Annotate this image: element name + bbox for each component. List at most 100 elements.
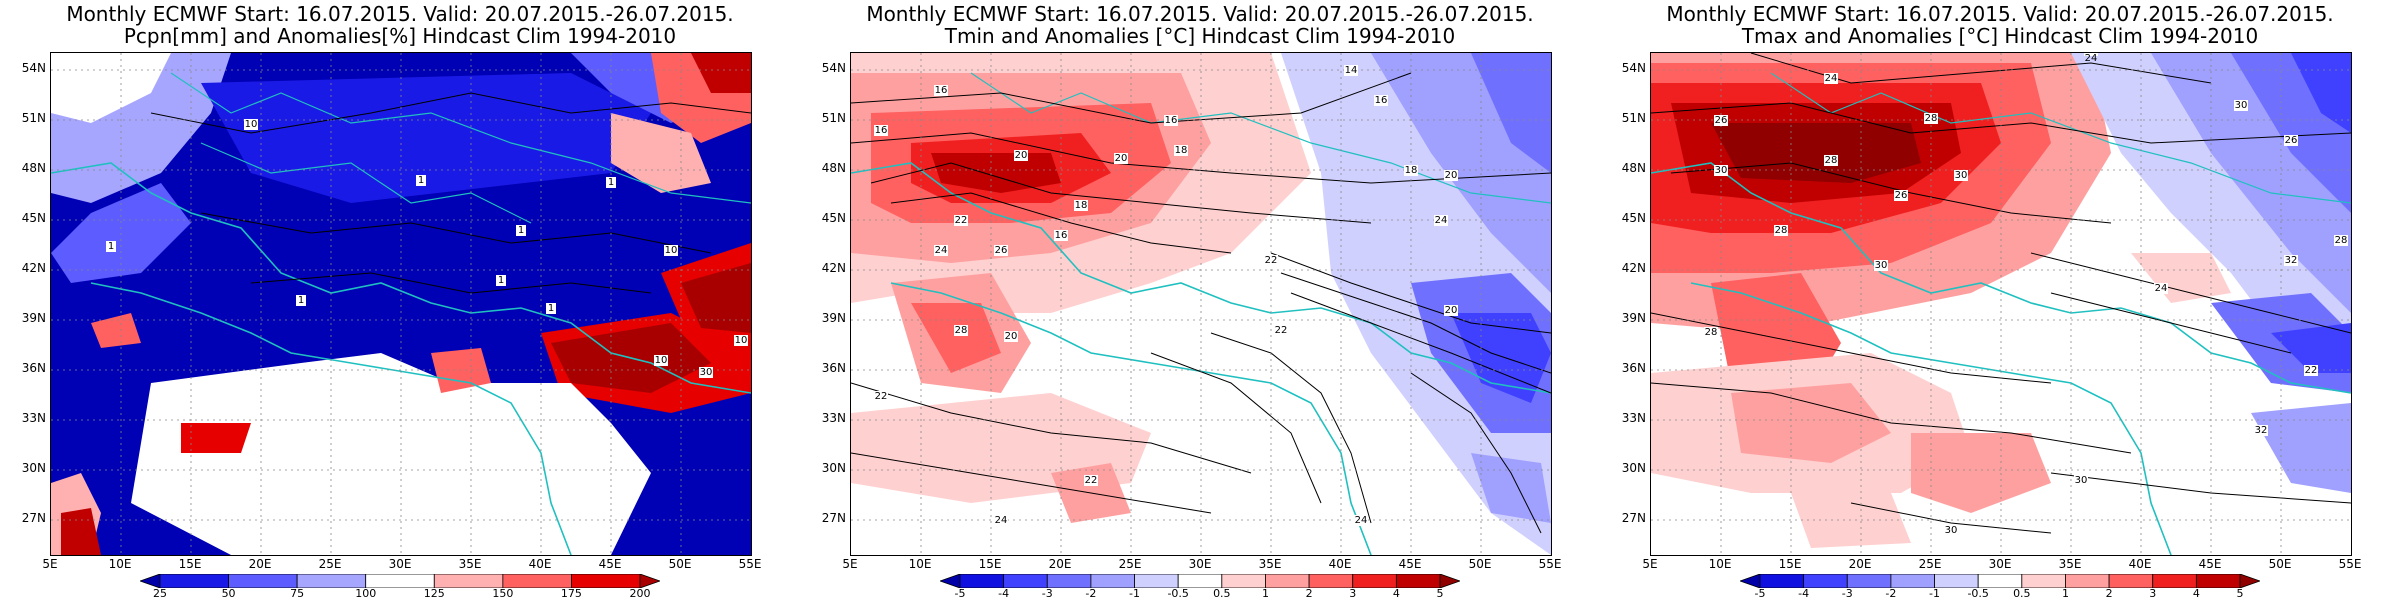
contour-label: 16: [935, 85, 948, 96]
colorbar-box: [1265, 574, 1310, 588]
latitude-tick-label: 54N: [1621, 61, 1646, 75]
contour-label: 32: [2285, 255, 2298, 266]
longitude-tick-label: 5E: [842, 557, 858, 571]
tmax-map-svg: 24 26 28 30 28 26 24 28 30 32 30 26 28 2…: [1651, 53, 2351, 555]
colorbar-tick-label: -3: [1841, 587, 1853, 600]
longitude-tick-label: 20E: [248, 557, 272, 571]
colorbar-tick-label: 200: [629, 587, 651, 600]
colorbar: [1740, 574, 2260, 588]
latitude-tick-label: 30N: [1621, 461, 1646, 475]
map-area: 16 16 18 20 14 16 16 20 20 22 24 26 28 1…: [850, 52, 1552, 556]
colorbar-box: [1934, 574, 1979, 588]
longitude-tick-label: 30E: [1988, 557, 2012, 571]
latitude-tick-label: 45N: [821, 211, 846, 225]
latitude-tick-label: 51N: [1621, 111, 1646, 125]
panel-precipitation: Monthly ECMWF Start: 16.07.2015. Valid: …: [0, 0, 800, 600]
contour-label: 26: [1895, 190, 1908, 201]
contour-label: 1: [548, 303, 554, 314]
contour-label: 20: [1015, 150, 1028, 161]
longitude-tick-label: 35E: [2058, 557, 2082, 571]
contour-label: 30: [1715, 165, 1728, 176]
colorbar-tick-label: -3: [1041, 587, 1053, 600]
latitude-tick-label: 33N: [1621, 411, 1646, 425]
colorbar-box: [159, 574, 229, 588]
contour-label: 16: [875, 125, 888, 136]
latitude-tick-label: 42N: [21, 261, 46, 275]
contour-label: 22: [1085, 475, 1098, 486]
colorbar-tick-label: 2: [1305, 587, 1313, 600]
contour-label: 1: [608, 177, 614, 188]
contour-label: 1: [298, 295, 304, 306]
contour-label: 10: [245, 119, 258, 130]
colorbar-box: [1177, 574, 1223, 588]
colorbar-svg: [940, 574, 1460, 588]
colorbar-box: [1759, 574, 1805, 588]
colorbar-min-arrow: [940, 574, 961, 588]
colorbar-max-arrow: [2239, 574, 2260, 588]
contour-label: 30: [2235, 100, 2248, 111]
contour-label: 28: [1825, 155, 1838, 166]
colorbar-tick-label: -2: [1885, 587, 1897, 600]
contour-label: 26: [995, 245, 1008, 256]
longitude-tick-label: 20E: [1048, 557, 1072, 571]
colorbar-tick-label: 0.5: [2013, 587, 2031, 600]
colorbar-box: [571, 574, 641, 588]
colorbar-box: [1003, 574, 1048, 588]
longitude-tick-label: 5E: [42, 557, 58, 571]
contour-label: 1: [108, 241, 114, 252]
colorbar-box: [959, 574, 1005, 588]
colorbar-tick-label: -1: [1129, 587, 1141, 600]
latitude-tick-label: 48N: [21, 161, 46, 175]
latitude-tick-label: 30N: [821, 461, 846, 475]
contour-label: 20: [1445, 305, 1458, 316]
colorbar-box: [228, 574, 298, 588]
contour-label: 22: [1275, 325, 1288, 336]
colorbar-box: [1803, 574, 1848, 588]
latitude-tick-label: 48N: [1621, 161, 1646, 175]
latitude-tick-label: 45N: [21, 211, 46, 225]
contour-label: 22: [2305, 365, 2318, 376]
panel-title-line2: Pcpn[mm] and Anomalies[%] Hindcast Clim …: [123, 24, 677, 48]
panel-title-line1: Monthly ECMWF Start: 16.07.2015. Valid: …: [66, 2, 734, 26]
colorbar-tick-label: -4: [1798, 587, 1810, 600]
panel-title-line1: Monthly ECMWF Start: 16.07.2015. Valid: …: [1666, 2, 2334, 26]
precip-map-svg: 10 1 1 1 1 1 1 1 10 10 10 30: [51, 53, 751, 555]
contour-label: 1: [518, 225, 524, 236]
colorbar-box: [2065, 574, 2110, 588]
contour-label: 20: [1445, 170, 1458, 181]
colorbar-tick-label: 25: [153, 587, 167, 600]
colorbar-max-arrow: [1439, 574, 1460, 588]
contour-label: 28: [955, 325, 968, 336]
contour-label: 30: [1945, 525, 1958, 536]
contour-label: 1: [498, 275, 504, 286]
contour-label: 30: [2075, 475, 2088, 486]
colorbar-box: [1395, 574, 1441, 588]
colorbar-tick-label: 175: [560, 587, 582, 600]
latitude-tick-label: 33N: [821, 411, 846, 425]
contour-label: 18: [1075, 200, 1088, 211]
contour-label: 28: [2335, 235, 2348, 246]
colorbar-box: [2021, 574, 2066, 588]
contour-label: 32: [2255, 425, 2268, 436]
colorbar-min-arrow: [140, 574, 161, 588]
colorbar-box: [1352, 574, 1397, 588]
longitude-tick-label: 15E: [1778, 557, 1802, 571]
colorbar-tick-label: 2: [2105, 587, 2113, 600]
longitude-tick-label: 10E: [1708, 557, 1732, 571]
colorbar-svg: [1740, 574, 2260, 588]
colorbar-box: [2152, 574, 2197, 588]
latitude-tick-label: 45N: [1621, 211, 1646, 225]
panel-title-line1: Monthly ECMWF Start: 16.07.2015. Valid: …: [866, 2, 1534, 26]
latitude-tick-label: 27N: [21, 511, 46, 525]
contour-label: 20: [1115, 153, 1128, 164]
colorbar-box: [1134, 574, 1179, 588]
colorbar-box: [2108, 574, 2154, 588]
latitude-tick-label: 51N: [821, 111, 846, 125]
latitude-tick-label: 54N: [21, 61, 46, 75]
contour-label: 24: [2085, 53, 2098, 64]
colorbar-box: [1090, 574, 1135, 588]
colorbar: [140, 574, 660, 588]
latitude-tick-label: 42N: [1621, 261, 1646, 275]
colorbar: [940, 574, 1460, 588]
colorbar-tick-label: 1: [1261, 587, 1269, 600]
